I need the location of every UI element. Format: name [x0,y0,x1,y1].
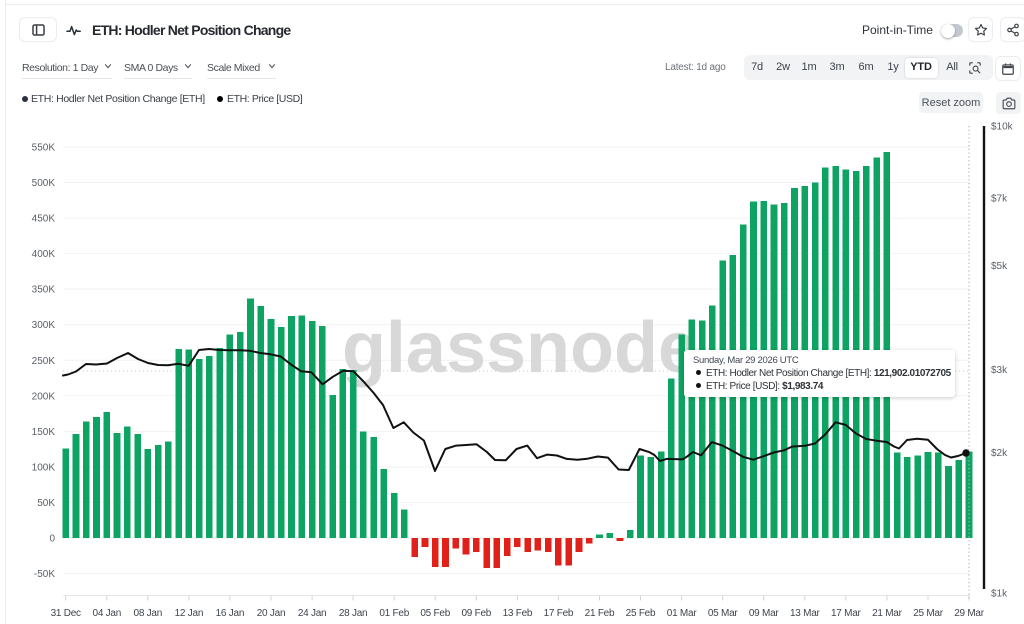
svg-text:100K: 100K [32,462,56,473]
svg-text:17 Mar: 17 Mar [831,608,862,619]
svg-text:0: 0 [49,534,55,545]
svg-text:-50K: -50K [34,569,55,580]
svg-text:250K: 250K [32,356,56,367]
svg-text:500K: 500K [32,178,56,189]
svg-text:13 Mar: 13 Mar [790,608,821,619]
svg-text:28 Jan: 28 Jan [339,608,368,619]
svg-text:25 Mar: 25 Mar [913,608,944,619]
svg-text:29 Mar: 29 Mar [954,608,985,619]
svg-text:24 Jan: 24 Jan [298,608,327,619]
svg-text:21 Feb: 21 Feb [585,608,615,619]
svg-text:25 Feb: 25 Feb [626,608,656,619]
svg-text:$7k: $7k [991,194,1008,205]
svg-text:09 Mar: 09 Mar [749,608,780,619]
svg-text:21 Mar: 21 Mar [872,608,903,619]
svg-text:17 Feb: 17 Feb [544,608,574,619]
svg-text:09 Feb: 09 Feb [461,608,491,619]
svg-text:$1k: $1k [991,589,1008,600]
svg-text:13 Feb: 13 Feb [503,608,533,619]
svg-text:31 Dec: 31 Dec [51,608,81,619]
svg-text:$10k: $10k [991,122,1014,133]
svg-text:16 Jan: 16 Jan [216,608,245,619]
svg-text:$3k: $3k [991,365,1008,376]
svg-text:08 Jan: 08 Jan [134,608,163,619]
svg-text:glassnode: glassnode [342,308,698,388]
svg-text:12 Jan: 12 Jan [175,608,204,619]
svg-text:200K: 200K [32,391,56,402]
svg-text:450K: 450K [32,214,56,225]
svg-text:400K: 400K [32,249,56,260]
svg-text:04 Jan: 04 Jan [93,608,122,619]
svg-text:05 Feb: 05 Feb [420,608,450,619]
svg-text:20 Jan: 20 Jan [257,608,286,619]
svg-text:$5k: $5k [991,261,1008,272]
svg-text:01 Feb: 01 Feb [379,608,409,619]
svg-text:300K: 300K [32,320,56,331]
svg-text:550K: 550K [32,143,56,154]
svg-text:350K: 350K [32,285,56,296]
svg-text:50K: 50K [37,498,55,509]
svg-text:$2k: $2k [991,448,1008,459]
svg-text:05 Mar: 05 Mar [708,608,739,619]
svg-text:150K: 150K [32,427,56,438]
svg-text:01 Mar: 01 Mar [667,608,698,619]
